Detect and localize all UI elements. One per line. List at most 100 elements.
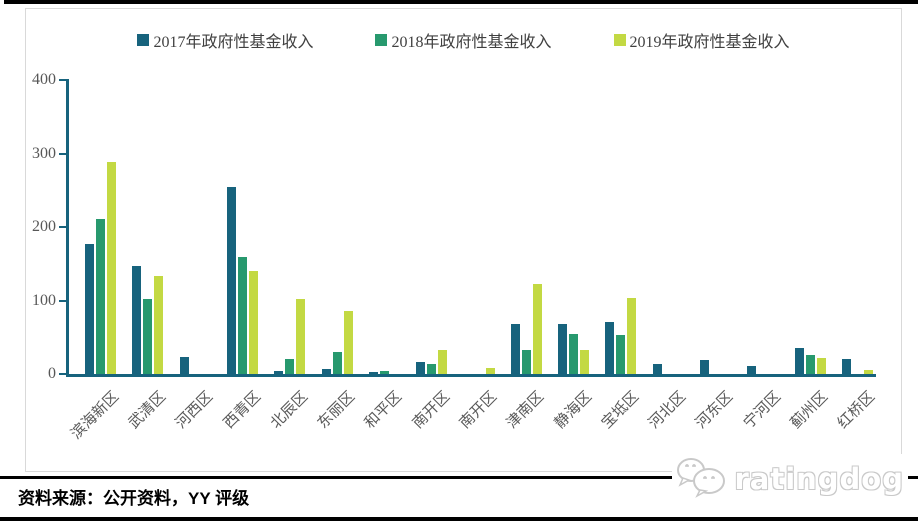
x-axis-label: 河东区	[693, 388, 737, 432]
bar-group	[124, 266, 171, 374]
bar	[652, 364, 662, 374]
x-axis-label: 东丽区	[315, 388, 359, 432]
bar-group	[455, 368, 502, 374]
bar	[700, 360, 709, 374]
bar	[805, 355, 815, 374]
y-axis-tick-label: 100	[32, 291, 56, 309]
bar	[841, 359, 851, 374]
bar-group	[361, 371, 408, 374]
y-axis-tick-label: 0	[48, 365, 56, 382]
bar-group	[77, 162, 124, 374]
bar-group	[219, 187, 266, 374]
legend-label: 2018年政府性基金收入	[391, 34, 552, 51]
x-axis-label: 河西区	[173, 388, 217, 432]
bar-group	[645, 364, 692, 374]
x-axis-label: 河北区	[646, 388, 690, 432]
bar	[438, 350, 448, 374]
source-note: 资料来源：公开资料，YY 评级	[18, 489, 250, 508]
bar	[558, 324, 568, 374]
bar-group	[834, 359, 881, 374]
bar	[863, 370, 873, 374]
y-axis-tick	[59, 152, 66, 155]
bar	[627, 298, 637, 374]
chart-container: 2017年政府性基金收入 2018年政府性基金收入 2019年政府性基金收入 滨海新…	[25, 8, 902, 472]
bar	[143, 299, 153, 374]
top-rule	[4, 0, 918, 4]
legend-swatch-icon	[613, 34, 626, 46]
bar	[321, 369, 331, 374]
x-axis-labels: 滨海新区 武清区 河西区 西青区 北辰区 东丽区 和平区 南开区 南开区 津南区 静海区 宝坻区 河北区…	[68, 374, 878, 464]
bar	[379, 371, 389, 374]
bar-group	[597, 298, 644, 374]
chart-legend: 2017年政府性基金收入 2018年政府性基金收入 2019年政府性基金收入	[26, 28, 901, 52]
bar	[343, 311, 353, 374]
bar	[605, 322, 615, 374]
bar	[521, 350, 531, 374]
bar	[569, 334, 579, 374]
bar	[238, 257, 248, 374]
legend-item: 2017年政府性基金收入	[137, 28, 313, 52]
watermark: ratingdog	[672, 454, 908, 504]
x-axis-label: 武清区	[125, 388, 170, 432]
bar	[816, 358, 826, 374]
x-axis-label: 津南区	[504, 388, 548, 432]
bar	[747, 366, 757, 374]
bar-group	[313, 311, 360, 374]
x-axis-label: 西青区	[220, 388, 264, 432]
bar	[794, 348, 804, 374]
y-axis-tick	[59, 79, 66, 81]
y-axis-line	[66, 79, 69, 376]
plot-area: 滨海新区 武清区 河西区 西青区 北辰区 东丽区 和平区 南开区 南开区 津南区 静海区 宝坻区 河北区…	[32, 71, 879, 443]
bar-group	[408, 350, 455, 374]
x-axis-label: 静海区	[551, 388, 595, 432]
bar-groups	[68, 80, 873, 374]
bar-group	[786, 348, 833, 374]
watermark-brand: ratingdog	[734, 462, 904, 496]
bar	[154, 276, 164, 374]
legend-label: 2019年政府性基金收入	[629, 34, 790, 51]
legend-item: 2018年政府性基金收入	[375, 28, 552, 52]
legend-label: 2017年政府性基金收入	[153, 34, 314, 51]
x-axis-label: 宝坻区	[598, 388, 643, 432]
x-axis-line	[66, 374, 876, 377]
bar	[85, 244, 95, 374]
bar-group	[692, 360, 739, 374]
x-axis-label: 宁河区	[740, 388, 784, 432]
bar-group	[266, 299, 313, 374]
bar	[132, 266, 142, 374]
y-axis-tick-label: 300	[32, 144, 56, 162]
y-axis-tick	[59, 299, 66, 302]
bar	[332, 352, 342, 374]
y-axis-tick	[59, 373, 66, 375]
x-axis-label: 蓟州区	[788, 388, 832, 432]
x-axis-label: 南开区	[456, 388, 501, 432]
bar	[616, 335, 626, 374]
bar	[274, 371, 284, 374]
legend-swatch-icon	[137, 34, 150, 46]
bar-group	[739, 366, 786, 374]
bar	[580, 350, 590, 374]
bar	[285, 359, 295, 374]
bar	[485, 368, 495, 374]
bar	[179, 357, 189, 374]
y-axis-tick	[59, 226, 66, 228]
bar-group	[172, 357, 219, 374]
y-axis-tick-label: 400	[32, 71, 56, 88]
x-axis-label: 南开区	[409, 388, 453, 432]
bar	[510, 324, 520, 374]
bar	[532, 284, 542, 374]
bar	[227, 187, 237, 374]
legend-item: 2019年政府性基金收入	[613, 28, 790, 52]
legend-swatch-icon	[375, 34, 388, 46]
bar-group	[550, 324, 597, 374]
x-axis-label: 滨海新区	[68, 388, 122, 443]
bar	[249, 271, 259, 374]
bar	[427, 364, 437, 374]
bar	[107, 162, 117, 374]
footer-rule-bottom	[0, 517, 918, 521]
x-axis-label: 红桥区	[835, 388, 879, 432]
x-axis-label: 北辰区	[267, 388, 311, 432]
y-axis-tick-label: 200	[32, 218, 56, 235]
bar	[96, 219, 106, 374]
bar	[416, 362, 426, 374]
